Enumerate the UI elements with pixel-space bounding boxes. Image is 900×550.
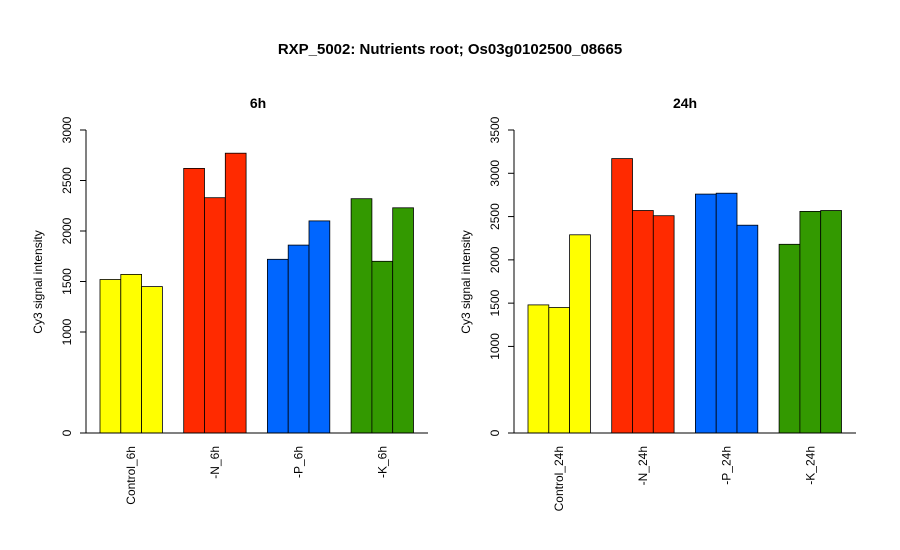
category-label: -N_24h <box>636 446 650 485</box>
bar <box>120 273 143 434</box>
y-tick-label: 0 <box>60 429 74 436</box>
category-label: -N_6h <box>208 446 222 479</box>
bar <box>371 260 394 434</box>
category-label: Control_24h <box>552 446 566 511</box>
bar <box>820 210 842 434</box>
bars <box>527 158 842 434</box>
category-labels: Control_24h -N_24h -P_24h -K_24h <box>552 446 817 511</box>
category-label: -P_24h <box>720 446 734 485</box>
y-tick-label: 1000 <box>488 333 502 360</box>
bar <box>183 167 205 434</box>
y-axis-label: Cy3 signal intensity <box>459 230 473 333</box>
bar <box>569 234 591 434</box>
bar <box>736 224 759 434</box>
bar <box>392 207 414 434</box>
bar <box>527 304 550 434</box>
bar <box>611 158 633 434</box>
y-tick-label: 1500 <box>60 268 74 295</box>
main-title: RXP_5002: Nutrients root; Os03g0102500_0… <box>278 41 622 58</box>
bar <box>287 244 310 434</box>
category-label: Control_6h <box>124 446 138 505</box>
bar <box>778 243 801 434</box>
y-tick-label: 2000 <box>60 217 74 244</box>
y-tick-label: 1000 <box>60 318 74 345</box>
y-tick-label: 1500 <box>488 289 502 316</box>
bar <box>695 193 717 434</box>
bars <box>99 152 414 434</box>
bar <box>652 215 675 434</box>
panel-24h: 24h Cy3 signal intensity 0 1000 1500 2000 25… <box>459 95 856 511</box>
panel-6h: 6h Cy3 signal intensity 0 1000 1500 2000 250… <box>31 95 428 505</box>
y-tick-label: 2500 <box>488 203 502 230</box>
bar <box>204 197 226 434</box>
bar <box>266 258 289 434</box>
bar <box>632 210 654 434</box>
y-tick-label: 0 <box>488 429 502 436</box>
category-labels: Control_6h -N_6h -P_6h -K_6h <box>124 446 389 505</box>
y-tick-label: 3000 <box>488 160 502 187</box>
y-axis-label: Cy3 signal intensity <box>31 230 45 333</box>
bar <box>99 279 122 434</box>
category-label: -K_6h <box>375 446 389 478</box>
bar <box>308 220 331 434</box>
panel-title: 6h <box>250 95 266 111</box>
y-tick-label: 3500 <box>488 116 502 143</box>
bar <box>350 198 373 434</box>
y-tick-label: 3000 <box>60 116 74 143</box>
bar <box>715 192 738 434</box>
bar <box>799 210 822 434</box>
bar <box>141 286 163 434</box>
category-label: -K_24h <box>803 446 817 485</box>
y-tick-label: 2000 <box>488 246 502 273</box>
panel-title: 24h <box>673 95 697 111</box>
bar <box>224 152 247 434</box>
y-axis: 0 1000 1500 2000 2500 3000 <box>60 116 428 436</box>
y-axis: 0 1000 1500 2000 2500 3000 3500 <box>488 116 856 436</box>
category-label: -P_6h <box>292 446 306 478</box>
bar <box>548 307 570 434</box>
y-tick-label: 2500 <box>60 167 74 194</box>
